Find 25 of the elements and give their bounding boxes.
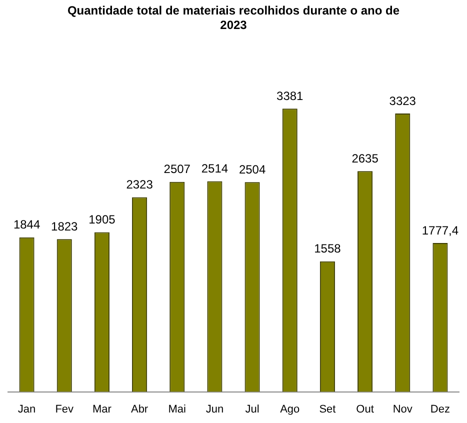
data-label: 2635 — [352, 151, 379, 166]
data-label: 2507 — [164, 162, 191, 176]
data-label: 1777,4 — [422, 223, 459, 238]
data-label: 2323 — [126, 178, 154, 192]
x-tick-label: Jul — [245, 403, 260, 416]
x-tick-label: Abr — [130, 403, 148, 416]
data-label: 1558 — [314, 242, 342, 256]
data-label: 1823 — [51, 219, 78, 234]
x-tick-label: Mar — [92, 403, 112, 416]
data-label: 2504 — [238, 162, 266, 176]
data-label: 3323 — [389, 94, 416, 108]
x-tick-label: Dez — [430, 403, 450, 416]
x-tick-label: Out — [356, 403, 374, 416]
x-tick-label: Jun — [206, 403, 224, 416]
data-label: 1905 — [88, 212, 116, 227]
x-tick-label: Nov — [392, 403, 413, 416]
x-tick-label: Fev — [55, 403, 74, 416]
data-label: 1844 — [13, 218, 40, 232]
data-label: 3381 — [276, 88, 304, 103]
x-tick-label: Mai — [168, 403, 186, 416]
x-tick-label: Jan — [18, 403, 36, 416]
data-label: 2514 — [201, 162, 228, 176]
chart-title: Quantidade total de materiais recolhidos durante o ano de 2023 — [67, 4, 400, 32]
x-tick-label: Set — [319, 403, 336, 416]
x-tick-label: Ago — [280, 403, 300, 416]
